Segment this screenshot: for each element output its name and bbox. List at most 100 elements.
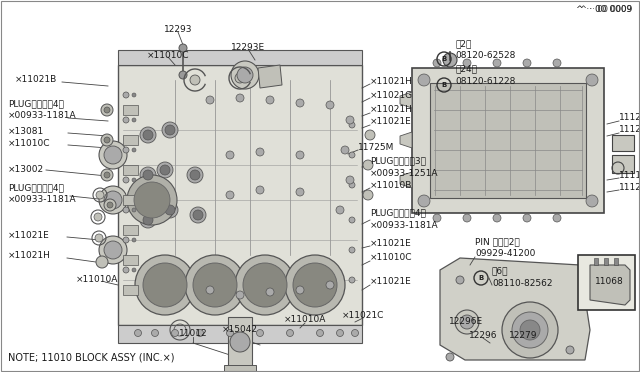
Circle shape (456, 276, 464, 284)
Text: 08110-82562: 08110-82562 (492, 279, 552, 288)
Circle shape (346, 116, 354, 124)
Circle shape (287, 330, 294, 337)
Circle shape (162, 202, 178, 218)
Circle shape (502, 302, 558, 358)
Circle shape (132, 238, 136, 242)
Text: PLUGプラグ（4）: PLUGプラグ（4） (8, 99, 64, 109)
Circle shape (236, 291, 244, 299)
Polygon shape (118, 325, 362, 343)
Circle shape (256, 186, 264, 194)
Text: ×11021E: ×11021E (370, 278, 412, 286)
Polygon shape (400, 92, 412, 108)
Text: PLUGプラグ（3）: PLUGプラグ（3） (370, 157, 426, 166)
Bar (123, 165, 138, 175)
Circle shape (349, 152, 355, 158)
Circle shape (363, 190, 373, 200)
Text: ×11010A: ×11010A (284, 315, 326, 324)
Circle shape (349, 217, 355, 223)
Text: ×15042: ×15042 (222, 326, 258, 334)
Polygon shape (228, 317, 252, 367)
Circle shape (101, 134, 113, 146)
Circle shape (243, 263, 287, 307)
Circle shape (135, 255, 195, 315)
Text: ×11021E: ×11021E (8, 231, 50, 240)
Circle shape (123, 237, 129, 243)
Text: PLUGプラグ（4）: PLUGプラグ（4） (370, 208, 426, 218)
Circle shape (104, 137, 110, 143)
Circle shape (140, 212, 156, 228)
Circle shape (123, 207, 129, 213)
Circle shape (237, 67, 253, 83)
Bar (612, 155, 634, 173)
Circle shape (165, 125, 175, 135)
Text: ×11021C: ×11021C (342, 311, 384, 320)
Circle shape (187, 167, 203, 183)
Circle shape (349, 277, 355, 283)
Circle shape (99, 141, 127, 169)
Text: ×13081: ×13081 (8, 126, 44, 135)
Circle shape (226, 151, 234, 159)
Polygon shape (224, 365, 256, 371)
Circle shape (296, 151, 304, 159)
Circle shape (123, 147, 129, 153)
Circle shape (336, 206, 344, 214)
Text: （6）: （6） (492, 266, 509, 276)
Polygon shape (400, 132, 412, 148)
Circle shape (196, 330, 204, 337)
Circle shape (190, 75, 200, 85)
Circle shape (418, 195, 430, 207)
Text: 11068: 11068 (595, 278, 623, 286)
Polygon shape (400, 172, 412, 188)
Circle shape (99, 186, 127, 214)
Circle shape (123, 177, 129, 183)
Bar (123, 255, 138, 265)
Circle shape (455, 310, 479, 334)
Bar (594, 258, 598, 265)
Bar (614, 258, 618, 265)
Circle shape (104, 241, 122, 259)
Polygon shape (412, 68, 604, 213)
Text: ×00933-1251A: ×00933-1251A (370, 169, 438, 177)
Circle shape (206, 96, 214, 104)
Circle shape (123, 267, 129, 273)
Circle shape (123, 92, 129, 98)
Text: ×11010C: ×11010C (8, 138, 51, 148)
Circle shape (132, 118, 136, 122)
Text: ×00933-1181A: ×00933-1181A (370, 221, 438, 230)
Circle shape (132, 208, 136, 212)
Circle shape (326, 281, 334, 289)
Text: ^ ·· 00 0009: ^ ·· 00 0009 (580, 6, 632, 15)
Text: 12293E: 12293E (231, 42, 265, 51)
Circle shape (179, 44, 187, 52)
Text: 11725M: 11725M (358, 142, 394, 151)
Circle shape (326, 101, 334, 109)
Circle shape (127, 175, 177, 225)
Text: B: B (442, 56, 447, 62)
Circle shape (104, 191, 122, 209)
Circle shape (96, 191, 104, 199)
Circle shape (185, 255, 245, 315)
Circle shape (140, 167, 156, 183)
Circle shape (586, 195, 598, 207)
Circle shape (418, 74, 430, 86)
Circle shape (317, 330, 323, 337)
Bar (123, 285, 138, 295)
Circle shape (337, 330, 344, 337)
Text: ×13002: ×13002 (8, 166, 44, 174)
Text: ×00933-1181A: ×00933-1181A (8, 112, 77, 121)
Circle shape (104, 199, 116, 211)
Text: ×11021E: ×11021E (370, 238, 412, 247)
Polygon shape (440, 258, 590, 360)
Circle shape (349, 247, 355, 253)
Circle shape (460, 315, 474, 329)
Circle shape (134, 182, 170, 218)
Text: 11110: 11110 (619, 170, 640, 180)
Circle shape (99, 236, 127, 264)
Circle shape (257, 330, 264, 337)
Circle shape (256, 148, 264, 156)
Circle shape (365, 130, 375, 140)
Bar (123, 135, 138, 145)
Text: ×11010C: ×11010C (147, 51, 189, 60)
Circle shape (132, 93, 136, 97)
Circle shape (493, 59, 501, 67)
